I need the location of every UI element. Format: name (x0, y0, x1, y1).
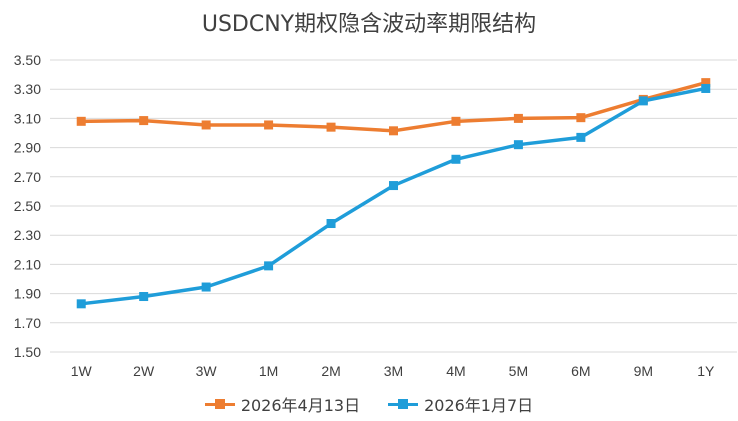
legend-swatch (388, 397, 419, 411)
series-line-0 (79, 80, 708, 133)
data-point-1 (701, 83, 711, 93)
x-tick-label: 4M (446, 363, 465, 379)
y-tick-label: 1.90 (14, 286, 41, 302)
y-tick-label: 3.10 (14, 110, 41, 126)
y-tick-label: 2.90 (14, 140, 41, 156)
series-line-1 (79, 86, 708, 306)
data-point-0 (326, 122, 336, 132)
x-tick-label: 9M (634, 363, 653, 379)
data-point-1 (576, 132, 586, 142)
legend-marker (398, 399, 409, 409)
data-point-0 (201, 120, 211, 130)
data-point-1 (76, 299, 86, 309)
y-tick-label: 2.50 (14, 198, 41, 214)
legend-item: 2026年1月7日 (388, 392, 533, 416)
x-tick-label: 3W (196, 363, 218, 379)
data-point-1 (201, 282, 211, 292)
x-tick-label: 3M (384, 363, 403, 379)
y-tick-label: 2.70 (14, 169, 41, 185)
x-tick-label: 2M (321, 363, 340, 379)
chart-title: USDCNY期权隐含波动率期限结构 (201, 12, 537, 37)
chart-legend: 2026年4月13日 2026年1月7日 (0, 392, 738, 416)
x-tick-label: 1M (259, 363, 278, 379)
legend-swatch (204, 397, 235, 411)
data-point-1 (139, 292, 149, 302)
data-point-0 (451, 116, 461, 126)
data-point-0 (576, 113, 586, 123)
data-point-1 (326, 219, 336, 229)
data-point-1 (451, 154, 461, 164)
x-tick-label: 1Y (697, 363, 715, 379)
y-tick-label: 2.30 (14, 227, 41, 243)
y-tick-label: 1.70 (14, 315, 41, 331)
y-tick-label: 1.50 (14, 344, 41, 360)
data-point-1 (513, 140, 523, 150)
x-tick-label: 2W (133, 363, 155, 379)
data-point-0 (139, 116, 149, 126)
data-point-1 (389, 181, 398, 191)
data-point-0 (513, 113, 523, 123)
x-tick-label: 1W (71, 363, 93, 379)
legend-item: 2026年4月13日 (204, 392, 361, 416)
data-point-0 (264, 120, 274, 130)
legend-label: 2026年1月7日 (424, 396, 534, 415)
data-point-0 (76, 116, 86, 126)
data-point-0 (389, 126, 398, 136)
x-tick-label: 6M (571, 363, 590, 379)
legend-label: 2026年4月13日 (240, 396, 361, 415)
y-tick-label: 2.10 (14, 256, 41, 272)
x-tick-label: 5M (509, 363, 528, 379)
data-point-0 (701, 78, 711, 88)
data-point-1 (264, 261, 274, 271)
legend-marker (214, 399, 225, 409)
data-point-1 (638, 96, 648, 106)
y-tick-label: 3.30 (14, 81, 41, 97)
y-tick-label: 3.50 (14, 52, 41, 68)
